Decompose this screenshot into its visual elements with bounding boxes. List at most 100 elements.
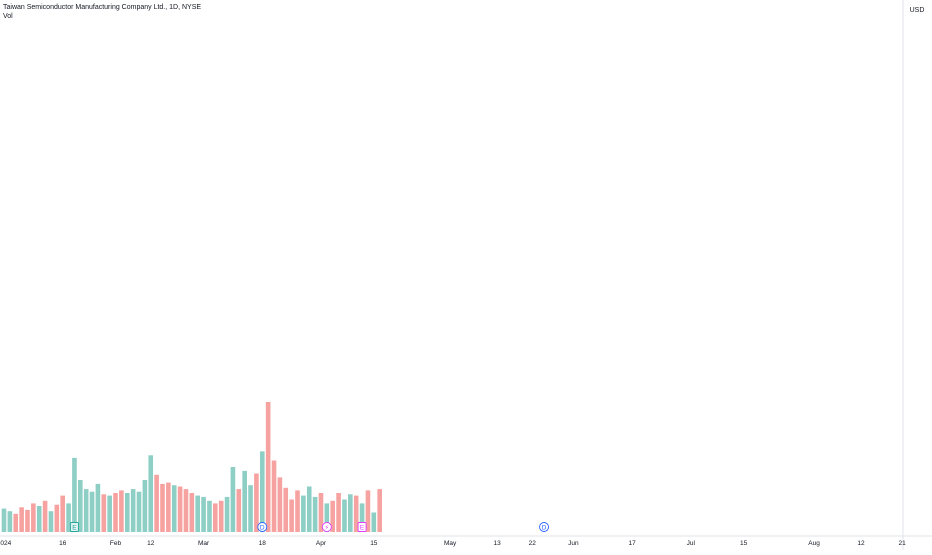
volume-bar [283,487,289,532]
volume-bar [31,503,36,532]
volume-bar [312,496,318,532]
x-tick-label: 18 [259,540,267,547]
symbol-title: Taiwan Semiconductor Manufacturing Compa… [3,4,202,11]
volume-bar [265,402,271,532]
volume-bar [7,511,13,532]
x-tick-label: 2024 [0,540,12,547]
volume-bar [301,495,306,532]
volume-bar [342,499,347,532]
volume-bar [277,477,283,532]
x-tick-label: Aug [808,540,820,547]
volume-bar [136,491,142,532]
x-tick-label: 21 [898,540,906,547]
volume-bar [148,455,154,532]
volume-bar [19,507,24,532]
volume-bar [289,499,294,532]
x-tick-label: Jun [568,540,579,547]
dividend-marker-mar: D [257,522,268,532]
dividend-marker-jun-badge [539,522,549,532]
x-tick-label: 12 [147,540,155,547]
volume-bar [36,506,42,532]
earnings-marker-apr: E [357,522,367,532]
split-marker-apr: ⚡ [321,522,332,532]
split-marker-apr-glyph: ⚡ [325,524,330,531]
volume-bar [177,486,183,532]
volume-bar [195,495,201,532]
volume-bar [324,503,330,532]
volume-bar [60,495,65,532]
volume-bar [101,494,107,532]
volume-bar [83,489,89,532]
volume-bar [42,500,48,532]
volume-bar [318,493,324,532]
volume-bar [13,513,19,532]
volume-bar [295,490,300,532]
volume-bar [365,490,371,532]
volume-bar [89,491,95,532]
volume-bar [189,493,195,532]
currency-label: USD [910,7,925,14]
x-tick-label: May [444,540,457,547]
earnings-marker-apr-glyph: E [360,524,365,531]
volume-bar [371,512,377,532]
dividend-marker-mar-badge [257,522,268,532]
volume-bar [66,503,71,532]
dividend-marker-mar-glyph: D [260,524,265,531]
x-tick-label: 22 [529,540,537,547]
volume-bar [248,485,253,532]
volume-label: Vol [3,13,13,20]
volume-bar [207,500,212,532]
x-tick-label: 15 [370,540,378,547]
volume-bar [224,496,230,532]
volume-bar [183,489,189,532]
volume-bar [353,495,359,532]
dividend-marker-jun-glyph: D [542,524,547,531]
volume-bar [166,482,171,532]
x-tick-label: 12 [857,540,865,547]
volume-bar [119,490,124,532]
dividend-marker-jun: D [539,522,549,532]
volume-bar [130,489,136,532]
volume-bar [336,493,341,532]
x-tick-label: Feb [110,540,122,547]
volume-bar [271,460,277,532]
x-tick-label: Apr [316,540,327,547]
volume-bar [160,483,165,532]
split-marker-apr-badge [321,522,332,532]
volume-bar [359,503,365,532]
x-tick-label: 15 [740,540,748,547]
volume-bar [306,486,312,532]
volume-bar [48,511,54,532]
volume-bar [124,493,130,532]
volume-bar [218,500,224,532]
volume-bar [171,485,177,532]
volume-bar [242,470,247,532]
volume-bar [1,508,7,532]
earnings-marker-jan-glyph: E [72,524,77,531]
earnings-marker-jan: E [69,522,79,532]
chart-legend: Taiwan Semiconductor Manufacturing Compa… [3,3,201,21]
earnings-marker-jan-badge [69,522,79,532]
volume-bar [236,489,242,532]
volume-bar [107,495,112,532]
volume-bar [230,467,236,532]
x-tick-label: Mar [198,540,210,547]
volume-bar [95,483,101,532]
volume-bar [259,451,265,532]
volume-bar [72,457,77,532]
volume-bar [154,474,159,532]
x-tick-label: 17 [628,540,636,547]
x-tick-label: 16 [59,540,67,547]
volume-bar [377,489,382,532]
volume-bar [348,494,353,532]
volume-bar [54,504,60,532]
volume-bar [78,480,83,532]
volume-bar [201,496,206,532]
volume-bar [25,509,30,532]
x-tick-label: 13 [493,540,501,547]
volume-bar [254,473,259,532]
x-tick-label: Jul [687,540,696,547]
